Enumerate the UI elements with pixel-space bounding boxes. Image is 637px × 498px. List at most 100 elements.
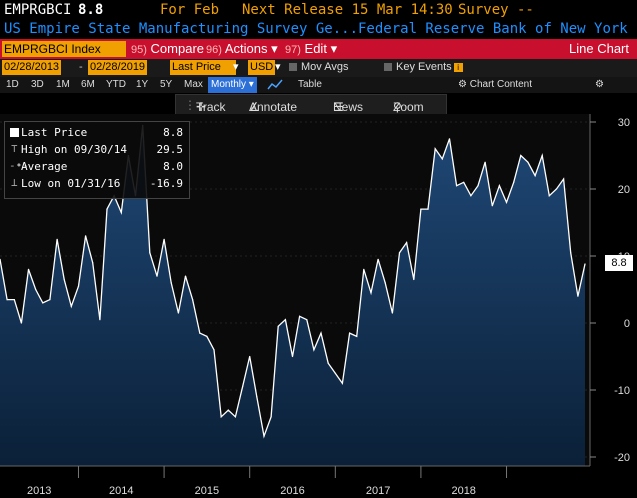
field-select[interactable]: Last Price <box>170 60 236 75</box>
checkbox-icon <box>384 63 392 72</box>
x-tick-label: 2014 <box>109 485 133 497</box>
edit-button[interactable]: 97) Edit ▾ <box>285 39 337 59</box>
subtitle: US Empire State Manufacturing Survey Ge.… <box>0 20 637 39</box>
crosshair-icon: ✛ <box>196 100 207 114</box>
data-point <box>156 275 158 277</box>
actions-num: 96) <box>206 44 222 56</box>
legend-high-value: 29.5 <box>156 143 184 156</box>
data-point <box>384 282 386 284</box>
chart-content-button[interactable]: ⚙ Chart Content <box>458 77 532 93</box>
data-point <box>35 288 37 291</box>
data-point <box>213 349 215 351</box>
data-point <box>92 262 94 264</box>
data-point <box>42 302 44 304</box>
end-date-field[interactable]: 02/28/2019 <box>88 60 148 75</box>
data-point <box>541 154 543 157</box>
legend-low-value: -16.9 <box>149 177 183 190</box>
data-point <box>584 263 586 265</box>
data-point <box>206 335 208 337</box>
x-tick-label: 2018 <box>451 485 475 497</box>
data-point <box>320 332 322 334</box>
y-tick-label: 20 <box>618 184 630 196</box>
data-point <box>527 161 529 163</box>
data-point <box>356 335 358 337</box>
data-point <box>242 386 244 388</box>
ticker: EMPRGBCI <box>4 2 72 18</box>
period: For Feb <box>160 2 220 18</box>
line-chart-icon[interactable] <box>266 77 284 93</box>
data-point <box>70 305 72 307</box>
table-button[interactable]: Table <box>298 79 322 90</box>
data-point <box>0 258 1 260</box>
period-5y[interactable]: 5Y <box>160 79 173 90</box>
data-point <box>434 148 436 150</box>
checkbox-icon <box>289 63 297 72</box>
data-point <box>498 185 500 187</box>
compare-button[interactable]: 95) Compare <box>131 39 204 59</box>
settings-icon: ⚙ <box>458 79 467 90</box>
data-point <box>570 252 572 254</box>
data-point <box>513 181 515 183</box>
data-point <box>406 242 408 244</box>
data-point <box>363 268 365 270</box>
data-point <box>291 355 294 358</box>
date-separator: - <box>79 61 83 73</box>
period-3d[interactable]: 3D <box>31 79 44 90</box>
frequency-select[interactable]: Monthly ▾ <box>208 77 257 93</box>
actions-button[interactable]: 96) Actions ▾ <box>206 39 278 59</box>
data-point <box>306 319 308 321</box>
chart-legend: Last Price 8.8 ⊤ High on 09/30/14 29.5 -… <box>4 121 190 199</box>
period-max[interactable]: Max <box>184 79 203 90</box>
data-point <box>391 312 393 314</box>
header-value: 8.8 <box>78 2 104 18</box>
search-icon: ⚲ <box>393 100 402 114</box>
x-axis-band <box>0 466 637 498</box>
pencil-icon: ∠ <box>249 100 260 114</box>
period-6m[interactable]: 6M <box>81 79 95 90</box>
series-area <box>0 125 585 467</box>
caret-down-icon: ▾ <box>233 61 239 73</box>
data-point <box>13 299 15 301</box>
gear-icon[interactable]: ⚙ <box>595 79 604 90</box>
data-point <box>20 322 22 324</box>
data-point <box>163 238 165 240</box>
data-point <box>313 349 315 351</box>
data-point <box>170 282 172 284</box>
data-point <box>341 382 343 384</box>
data-point <box>99 319 101 321</box>
series-swatch <box>10 128 19 137</box>
legend-average-label: Average <box>21 160 68 173</box>
period-1m[interactable]: 1M <box>56 79 70 90</box>
last-value-label: 8.8 <box>605 255 633 271</box>
data-point <box>377 258 379 260</box>
line-chart[interactable]: -20-100102030201320142015201620172018 <box>0 114 637 498</box>
data-point <box>491 205 493 207</box>
period-1y[interactable]: 1Y <box>136 79 149 90</box>
x-tick-label: 2015 <box>195 485 219 497</box>
mov-avgs-checkbox[interactable]: Mov Avgs <box>289 60 349 75</box>
data-point <box>349 332 351 334</box>
data-point <box>477 185 479 187</box>
view-label[interactable]: Line Chart <box>569 41 629 56</box>
survey: Survey -- <box>458 2 534 18</box>
data-point <box>463 181 465 183</box>
index-field[interactable]: EMPRGBCI Index <box>2 41 126 57</box>
start-date-field[interactable]: 02/28/2013 <box>2 60 62 75</box>
data-point <box>277 325 279 327</box>
legend-high-label: High on 09/30/14 <box>21 143 127 156</box>
data-point <box>563 178 565 180</box>
y-tick-label: 0 <box>624 318 630 330</box>
key-events-checkbox[interactable]: Key Events i <box>384 60 463 75</box>
legend-average-value: 8.0 <box>163 160 183 173</box>
period-ytd[interactable]: YTD <box>106 79 126 90</box>
period-1d[interactable]: 1D <box>6 79 19 90</box>
data-point <box>263 435 265 437</box>
chart-content-label: Chart Content <box>469 79 533 90</box>
data-point <box>184 275 187 277</box>
edit-num: 97) <box>285 44 301 56</box>
data-point <box>299 315 301 317</box>
currency-select[interactable]: USD <box>248 60 276 75</box>
zoom-label: Zoom <box>393 100 424 114</box>
data-point <box>555 188 558 190</box>
data-point <box>227 409 229 411</box>
